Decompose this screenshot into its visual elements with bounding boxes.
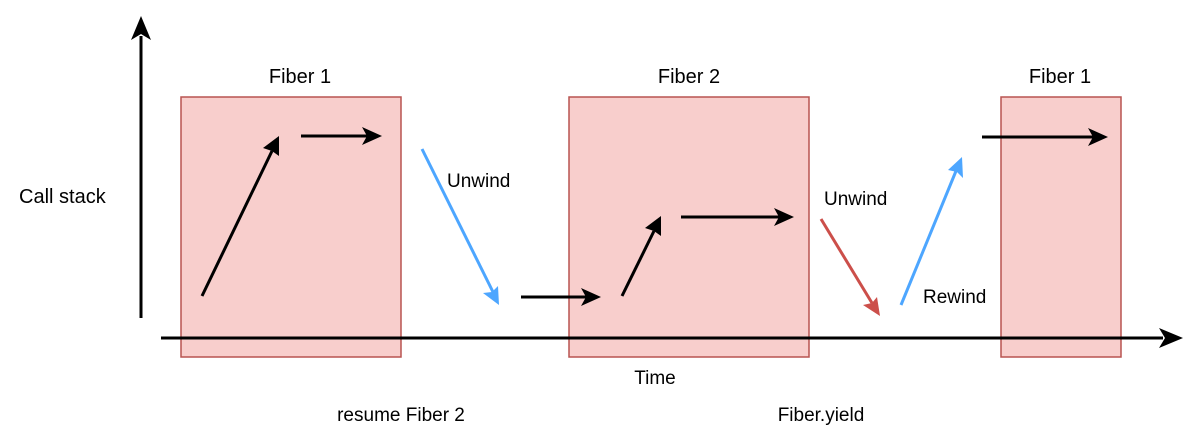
resume-arrow-into-fiber-2 <box>521 288 601 306</box>
resume-fiber-2-label: resume Fiber 2 <box>337 405 465 426</box>
fiber-1-call-arrow-right <box>301 127 382 145</box>
unwind-arrow-red <box>819 218 880 316</box>
x-axis-label: Time <box>634 368 676 389</box>
unwind-label-2: Unwind <box>824 189 887 210</box>
fiber-yield-label: Fiber.yield <box>778 405 865 426</box>
fiber-2-call-arrow-right <box>681 208 794 226</box>
fiber-2-box <box>568 96 810 358</box>
fiber-2-label: Fiber 2 <box>658 66 720 88</box>
fiber-1-resumed-label: Fiber 1 <box>1029 66 1091 88</box>
fiber-1-call-arrow-up <box>200 136 279 297</box>
y-axis-label: Call stack <box>19 186 107 208</box>
x-axis <box>161 328 1183 348</box>
fiber-1-resumed-box <box>1000 96 1122 358</box>
y-axis <box>131 16 151 318</box>
unwind-label-1: Unwind <box>447 171 510 192</box>
fiber-1-box <box>180 96 402 358</box>
fiber-2-call-arrow-up <box>620 216 661 297</box>
fiber-1-resumed-call-arrow <box>982 128 1108 146</box>
fiber-1-label: Fiber 1 <box>269 66 331 88</box>
unwind-arrow-blue <box>420 148 499 305</box>
rewind-arrow-blue <box>899 157 963 306</box>
rewind-label: Rewind <box>923 287 986 308</box>
